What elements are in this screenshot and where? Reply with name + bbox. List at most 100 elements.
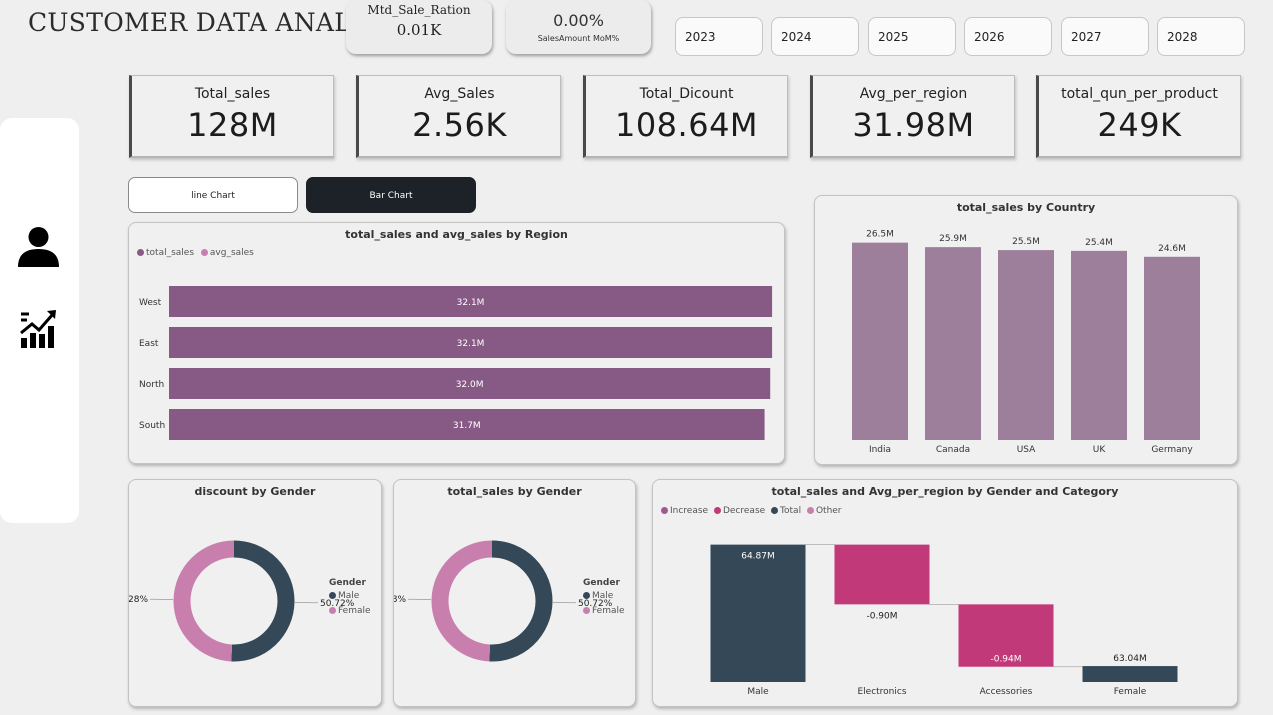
legend-swatch — [329, 592, 336, 599]
kpi-avg-per-region: Avg_per_region 31.98M — [810, 75, 1015, 158]
waterfall-panel: total_sales and Avg_per_region by Gender… — [652, 479, 1238, 707]
region-bar-chart: West 32.1M East 32.1M North 32.0M South 31.7M — [139, 286, 773, 440]
waterfall-bar — [958, 604, 1054, 667]
kpi-total-discount: Total_Dicount 108.64M — [583, 75, 788, 158]
chart-legend: Gender Male Female — [329, 578, 371, 616]
year-2025-button[interactable]: 2025 — [868, 17, 956, 56]
chart-title: total_sales and avg_sales by Region — [345, 228, 568, 241]
region-bar — [169, 409, 765, 440]
legend-label: Other — [815, 506, 842, 516]
donut-data-label: 50.72% — [320, 599, 355, 609]
region-chart-panel: total_sales and avg_sales by Region tota… — [128, 222, 785, 464]
legend-label: total_sales — [146, 248, 195, 258]
region-data-label: 32.0M — [456, 380, 484, 390]
country-tick-label: Germany — [1151, 445, 1193, 455]
card-label: Mtd_Sale_Ration — [367, 3, 471, 17]
region-tick-label: North — [139, 380, 164, 390]
country-bar — [998, 250, 1054, 440]
kpi-total-sales: Total_sales 128M — [129, 75, 334, 158]
legend-swatch — [583, 607, 590, 614]
waterfall-tick-label: Male — [747, 687, 769, 697]
legend-swatch — [771, 507, 779, 514]
kpi-total-qty-per-product: total_qun_per_product 249K — [1036, 75, 1241, 158]
chart-legend: Gender Male Female — [583, 578, 625, 616]
kpi-value: 128M — [187, 106, 278, 144]
bar-chart-button[interactable]: Bar Chart — [306, 177, 476, 213]
waterfall-data-label: 64.87M — [741, 552, 775, 562]
legend-swatch — [137, 249, 144, 256]
kpi-label: Avg_Sales — [424, 86, 495, 102]
region-tick-label: East — [139, 339, 159, 349]
donut-data-label: 50.72% — [578, 599, 613, 609]
legend-label: Female — [592, 606, 625, 616]
card-value: 0.01K — [396, 21, 442, 39]
year-2028-button[interactable]: 2028 — [1157, 17, 1245, 56]
kpi-label: Total_Dicount — [639, 86, 734, 102]
chart-title: total_sales by Gender — [447, 485, 582, 498]
region-data-label: 32.1M — [457, 298, 485, 308]
kpi-value: 31.98M — [852, 106, 975, 144]
region-data-label: 31.7M — [453, 421, 481, 431]
legend-label: avg_sales — [209, 248, 254, 258]
country-bar — [1144, 256, 1200, 440]
chart-legend: Increase Decrease Total Other — [661, 506, 842, 516]
legend-label: Male — [592, 591, 614, 601]
growth-chart-icon[interactable] — [18, 308, 58, 350]
waterfall-tick-label: Accessories — [980, 687, 1033, 697]
legend-title: Gender — [329, 578, 366, 588]
user-icon[interactable] — [16, 226, 61, 268]
country-data-label: 25.9M — [939, 234, 967, 244]
country-bar-chart: 26.5M India 25.9M Canada 25.5M USA 25.4M UK 24.6… — [852, 230, 1200, 455]
donut-slice — [173, 540, 235, 662]
waterfall-data-label: -0.94M — [990, 655, 1021, 665]
country-data-label: 25.4M — [1085, 238, 1113, 248]
region-tick-label: South — [139, 421, 165, 431]
country-tick-label: India — [869, 445, 891, 455]
year-2027-button[interactable]: 2027 — [1061, 17, 1149, 56]
country-tick-label: USA — [1017, 445, 1036, 455]
line-chart-button[interactable]: line Chart — [128, 177, 298, 213]
kpi-value: 2.56K — [412, 106, 507, 144]
country-tick-label: Canada — [936, 445, 970, 455]
year-2026-button[interactable]: 2026 — [964, 17, 1052, 56]
country-data-label: 25.5M — [1012, 237, 1040, 247]
kpi-label: total_qun_per_product — [1061, 86, 1218, 102]
donut-data-label: 49.28% — [129, 595, 148, 605]
waterfall-data-label: -0.90M — [866, 611, 897, 621]
discount-gender-panel: discount by Gender 50.72% 49.28% Gender M… — [128, 479, 382, 707]
kpi-value: 249K — [1097, 106, 1182, 144]
sales-mom-card: 0.00% SalesAmount MoM% — [506, 0, 651, 54]
chart-title: total_sales and Avg_per_region by Gender… — [771, 485, 1119, 498]
waterfall-chart: 64.87M Male -0.90M Electronics -0.94M Accesso… — [710, 544, 1178, 697]
donut-slice — [489, 540, 553, 662]
kpi-label: Avg_per_region — [859, 86, 968, 102]
chart-title: total_sales by Country — [956, 201, 1096, 214]
waterfall-bar — [710, 544, 806, 682]
sidebar — [0, 118, 79, 523]
country-data-label: 26.5M — [866, 230, 894, 240]
chart-title: discount by Gender — [194, 485, 316, 498]
sales-gender-donut: 50.72% 49.28% — [394, 540, 613, 662]
legend-swatch — [661, 507, 668, 514]
year-2023-button[interactable]: 2023 — [675, 17, 763, 56]
region-tick-label: West — [139, 298, 162, 308]
kpi-label: Total_sales — [194, 86, 271, 102]
legend-swatch — [806, 507, 814, 514]
waterfall-bar — [834, 544, 930, 605]
waterfall-data-label: 63.04M — [1113, 654, 1147, 664]
legend-swatch — [329, 607, 336, 614]
sales-gender-panel: total_sales by Gender 50.72% 49.28% Gende… — [393, 479, 636, 707]
donut-data-label: 49.28% — [394, 595, 406, 605]
legend-swatch — [200, 249, 208, 256]
legend-label: Increase — [670, 506, 709, 516]
card-label: SalesAmount MoM% — [537, 34, 620, 43]
legend-label: Total — [780, 506, 802, 516]
country-bar — [1071, 250, 1127, 440]
legend-label: Decrease — [722, 506, 766, 516]
kpi-value: 108.64M — [614, 106, 759, 144]
year-2024-button[interactable]: 2024 — [771, 17, 859, 56]
region-bar — [169, 327, 773, 358]
waterfall-bar — [1082, 666, 1178, 682]
region-bar — [169, 286, 773, 317]
legend-swatch — [583, 592, 590, 599]
